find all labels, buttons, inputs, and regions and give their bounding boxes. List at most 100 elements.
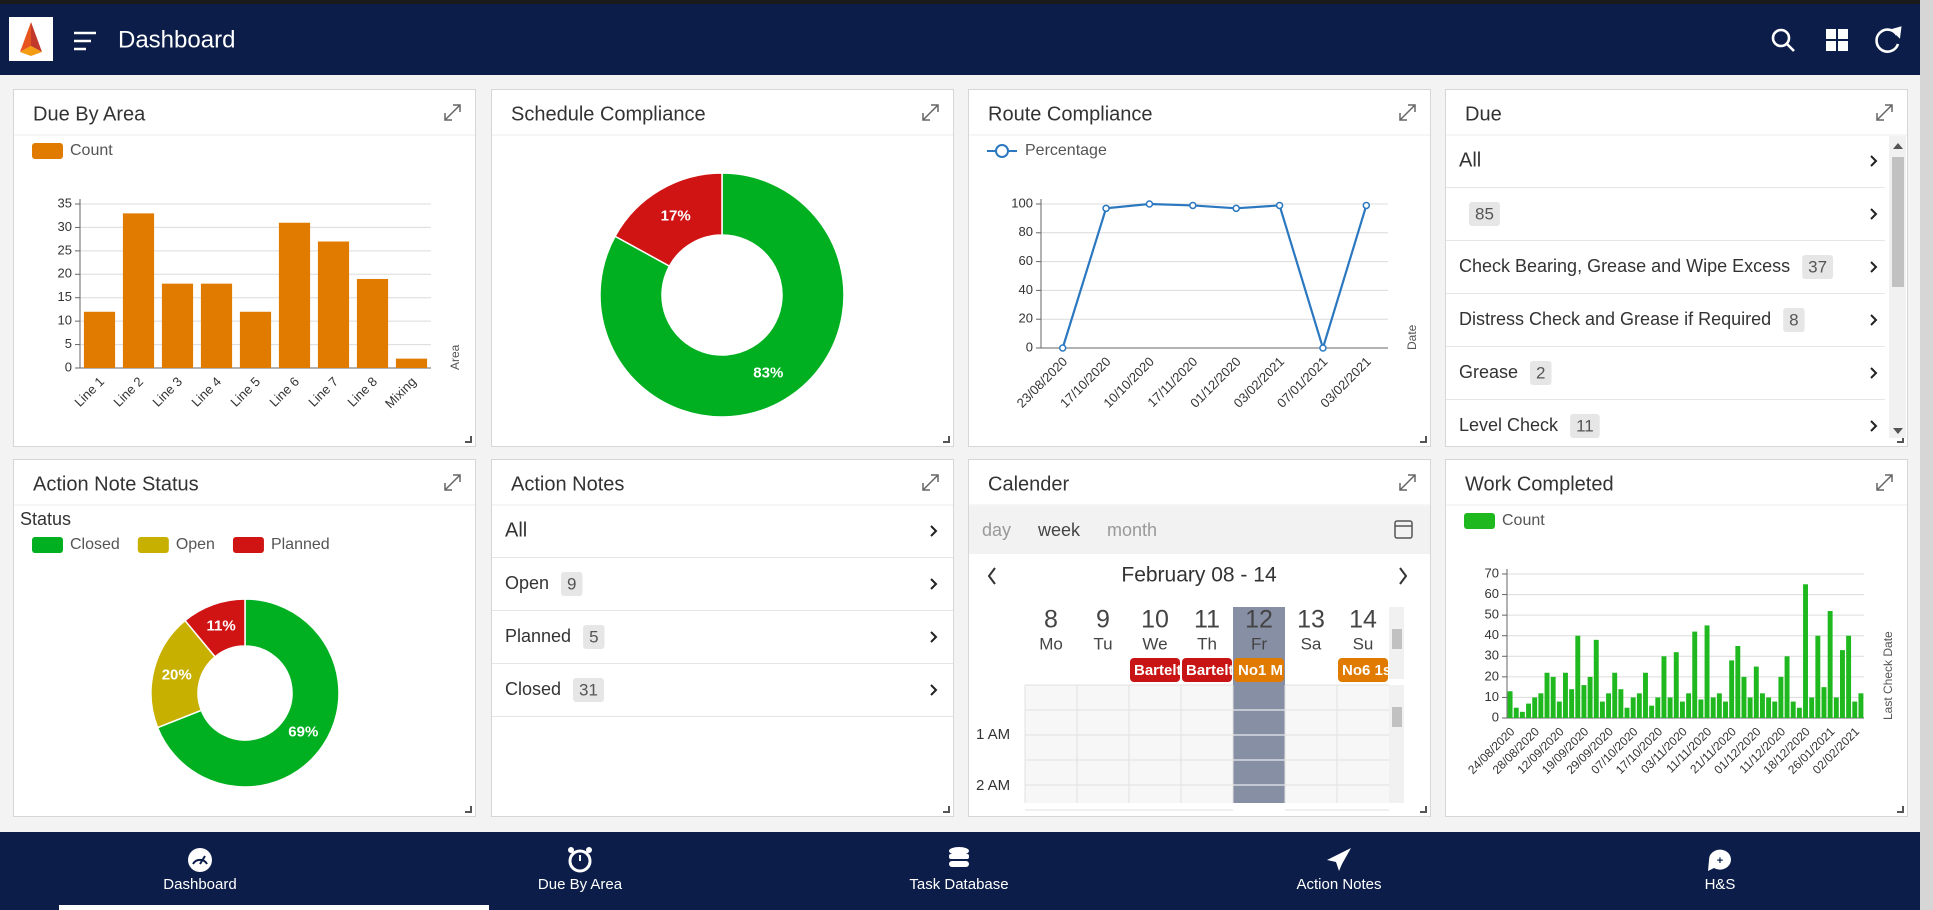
resize-handle[interactable] — [1420, 806, 1427, 813]
list-row[interactable]: Closed 31 — [492, 678, 953, 717]
line-point — [1232, 204, 1240, 213]
nav-item[interactable]: + H&S — [1705, 849, 1736, 893]
list-row[interactable]: All — [1446, 149, 1887, 188]
bar — [1852, 701, 1858, 718]
calendar-event[interactable] — [1234, 658, 1284, 682]
list-label: Closed — [505, 679, 561, 699]
calendar-picker[interactable] — [1394, 520, 1413, 539]
nav-item[interactable]: Task Database — [909, 847, 1009, 893]
list-row[interactable]: 85 — [1446, 202, 1887, 241]
next-week[interactable] — [1399, 567, 1408, 585]
bar — [1661, 656, 1667, 718]
widget-panel: Schedule Compliance 83% 17% — [491, 89, 954, 447]
legend-swatch — [32, 143, 63, 159]
expand-button[interactable] — [922, 104, 939, 121]
list-row[interactable]: Planned 5 — [492, 625, 953, 664]
resize-handle[interactable] — [943, 436, 950, 443]
scroll-down[interactable] — [1893, 428, 1903, 434]
expand-button[interactable] — [444, 474, 461, 491]
layout-button[interactable] — [1826, 29, 1848, 51]
legend-label: Open — [176, 536, 215, 553]
nav-label: Due By Area — [538, 876, 623, 893]
list-row[interactable]: Open 9 — [492, 572, 953, 611]
bar — [1796, 707, 1802, 718]
list-row[interactable]: Check Bearing, Grease and Wipe Excess 37 — [1446, 255, 1887, 294]
list-row[interactable]: Grease 2 — [1446, 361, 1887, 400]
resize-handle[interactable] — [1420, 436, 1427, 443]
list-row[interactable]: All — [492, 519, 953, 558]
expand-button[interactable] — [444, 104, 461, 121]
bar — [1679, 701, 1685, 718]
row-chevron — [1870, 155, 1878, 167]
list-scrollbar-thumb[interactable] — [1892, 157, 1904, 287]
expand-button[interactable] — [1876, 474, 1893, 491]
nav-item[interactable]: Dashboard — [163, 848, 237, 893]
bar — [1606, 693, 1612, 718]
x-axis-label: Area — [448, 344, 462, 370]
resize-handle[interactable] — [465, 436, 472, 443]
expand-button[interactable] — [1876, 104, 1893, 121]
donut-slice — [599, 172, 845, 418]
bar — [1649, 705, 1655, 718]
calendar-event[interactable] — [1338, 658, 1388, 682]
line-point — [1102, 204, 1110, 213]
row-chevron — [930, 631, 938, 643]
count-badge — [1570, 414, 1600, 438]
nav-item[interactable]: Due By Area — [538, 847, 623, 893]
widget-panel: Route Compliance Percentage 0 20 40 60 80 100 Da… — [968, 89, 1431, 447]
bar — [1673, 652, 1679, 718]
app-logo[interactable] — [9, 17, 53, 61]
panel-title: Work Completed — [1465, 473, 1614, 495]
calendar-scroll-thumb[interactable] — [1392, 707, 1402, 727]
bar — [1753, 666, 1759, 718]
view-tab[interactable]: day — [982, 520, 1011, 540]
refresh-button[interactable] — [1875, 26, 1902, 53]
scroll-up[interactable] — [1893, 143, 1903, 149]
calendar-event[interactable] — [1130, 658, 1180, 682]
bar — [1833, 697, 1839, 718]
bar — [1630, 697, 1636, 718]
count-badge — [1530, 361, 1552, 385]
expand-button[interactable] — [922, 474, 939, 491]
search-button[interactable] — [1771, 28, 1795, 52]
row-chevron — [930, 525, 938, 537]
bar — [1581, 685, 1587, 718]
resize-handle[interactable] — [943, 806, 950, 813]
resize-handle[interactable] — [465, 806, 472, 813]
list-row[interactable]: Distress Check and Grease if Required 8 — [1446, 308, 1887, 347]
bar — [1729, 660, 1735, 718]
view-tab[interactable]: week — [1037, 520, 1081, 540]
prev-week[interactable] — [987, 567, 996, 585]
view-tab[interactable]: month — [1107, 520, 1157, 540]
panel-title: Route Compliance — [988, 103, 1153, 125]
donut-slice — [614, 172, 723, 268]
list-label: Level Check — [1459, 415, 1559, 435]
bar — [83, 311, 116, 368]
calendar-scrollbar[interactable] — [1389, 685, 1404, 803]
list-row[interactable]: Level Check 11 — [1446, 414, 1887, 453]
nav-item[interactable]: Action Notes — [1296, 848, 1382, 893]
y-tick-label: 15 — [58, 289, 72, 304]
expand-button[interactable] — [1399, 104, 1416, 121]
page-scrollbar[interactable] — [1920, 0, 1933, 910]
bar — [200, 283, 233, 368]
list-label: Planned — [505, 626, 571, 646]
y-tick-label: 0 — [1026, 339, 1033, 354]
count-badge — [1469, 202, 1500, 226]
bar — [161, 283, 194, 368]
event-label: Bartelt — [1134, 662, 1182, 679]
calendar-event[interactable] — [1182, 658, 1232, 682]
list-body: All Open 9 Planned 5 Closed 31 — [492, 519, 953, 717]
expand-button[interactable] — [1399, 474, 1416, 491]
bar — [1723, 701, 1728, 718]
y-tick-label: 40 — [1485, 627, 1499, 642]
bar — [1784, 656, 1790, 718]
calendar-scroll-thumb[interactable] — [1392, 629, 1402, 649]
line-point — [1319, 344, 1327, 352]
bar — [1821, 687, 1827, 718]
menu-button[interactable] — [74, 31, 96, 51]
bottom-nav — [0, 832, 1920, 910]
resize-handle[interactable] — [1897, 806, 1904, 813]
nav-items: Dashboard Due By Area Task Database Action … — [163, 847, 1735, 893]
